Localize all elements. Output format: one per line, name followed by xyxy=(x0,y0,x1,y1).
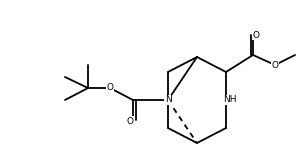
Text: NH: NH xyxy=(223,96,237,104)
Text: O: O xyxy=(107,83,114,93)
Text: O: O xyxy=(127,116,133,126)
Text: O: O xyxy=(252,30,259,40)
Text: O: O xyxy=(271,60,278,69)
Text: N: N xyxy=(165,96,171,104)
